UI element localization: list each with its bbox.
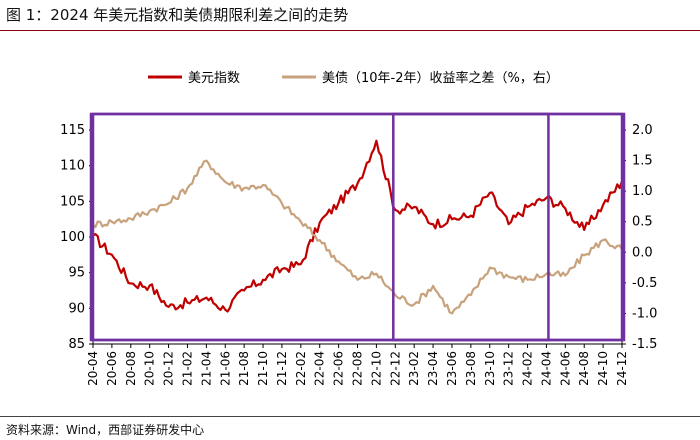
x-tick-label: 23-12 [502, 351, 516, 386]
highlight-box-2 [392, 112, 550, 342]
x-tick-label: 24-12 [615, 351, 629, 386]
right-tick-label: 2.0 [632, 123, 653, 138]
right-tick-label: -1.0 [632, 306, 657, 321]
x-tick-label: 24-06 [558, 351, 572, 386]
chart-title: 图 1：2024 年美元指数和美债期限利差之间的走势 [6, 6, 349, 24]
legend-label-spread: 美债（10年-2年）收益率之差（%，右） [322, 70, 559, 86]
x-tick-label: 22-04 [313, 351, 327, 386]
usd-index-line [92, 139, 624, 313]
x-tick-label: 24-10 [596, 351, 610, 386]
left-tick-label: 105 [60, 194, 85, 209]
left-tick-label: 115 [60, 123, 85, 138]
right-tick-label: 1.0 [632, 184, 653, 199]
right-tick-label: -0.5 [632, 276, 657, 291]
x-tick-label: 21-06 [218, 351, 232, 386]
x-tick-label: 21-02 [180, 351, 194, 386]
left-tick-label: 90 [68, 301, 85, 316]
right-tick-label: 0.5 [632, 215, 653, 230]
x-tick-label: 20-10 [143, 351, 157, 386]
x-tick-label: 22-06 [332, 351, 346, 386]
x-tick-label: 20-08 [124, 351, 138, 386]
x-tick-label: 22-12 [388, 351, 402, 386]
yield-spread-line [92, 159, 623, 315]
x-tick-label: 24-02 [521, 351, 535, 386]
legend-label-usd: 美元指数 [188, 71, 240, 86]
x-tick-label: 23-08 [464, 351, 478, 386]
x-tick-label: 23-04 [426, 351, 440, 386]
right-tick-label: 0.0 [632, 245, 653, 260]
right-tick-label: -1.5 [632, 337, 657, 352]
x-tick-label: 20-04 [86, 351, 100, 386]
right-tick-label: 1.5 [632, 154, 653, 169]
x-tick-label: 23-02 [407, 351, 421, 386]
x-tick-label: 22-02 [294, 351, 308, 386]
x-tick-label: 22-08 [351, 351, 365, 386]
highlight-box-3 [91, 112, 626, 342]
chart: 85 90 95 100 105 110 115 -1.5 -1.0 -0.5 0.0 0.5 1.0 1… [60, 70, 657, 386]
x-tick-label: 23-10 [483, 351, 497, 386]
x-tick-label: 21-10 [256, 351, 270, 386]
x-tick-label: 24-04 [539, 351, 553, 386]
x-tick-label: 20-06 [105, 351, 119, 386]
footer-divider [0, 416, 700, 417]
left-tick-label: 110 [60, 159, 85, 174]
x-tick-label: 21-08 [237, 351, 251, 386]
x-tick-label: 20-12 [162, 351, 176, 386]
title-divider [0, 30, 700, 31]
left-tick-label: 95 [68, 266, 85, 281]
x-tick-label: 23-06 [445, 351, 459, 386]
x-tick-label: 21-12 [275, 351, 289, 386]
source-note: 资料来源：Wind，西部证券研发中心 [6, 423, 205, 437]
x-tick-label: 24-08 [577, 351, 591, 386]
left-tick-label: 85 [68, 337, 85, 352]
x-tick-label: 21-04 [199, 351, 213, 386]
x-tick-label: 22-10 [369, 351, 383, 386]
left-tick-label: 100 [60, 230, 85, 245]
